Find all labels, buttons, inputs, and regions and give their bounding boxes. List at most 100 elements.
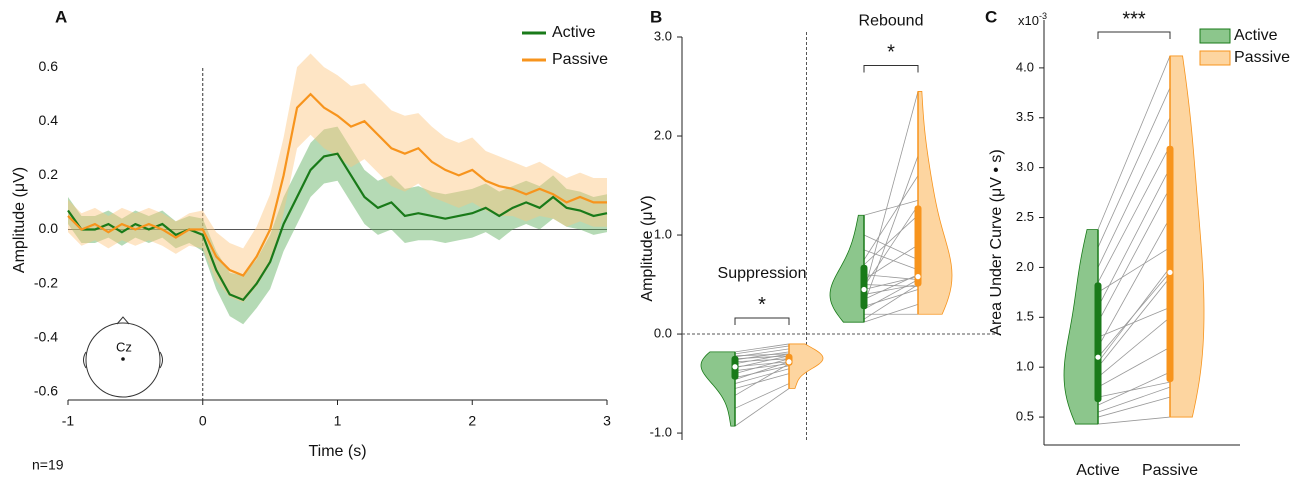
paired-line (1097, 247, 1171, 293)
y-axis-label: Amplitude (μV) (11, 167, 28, 273)
paired-line (863, 279, 919, 310)
scale-exponent: -3 (1039, 11, 1047, 21)
y-tick-label: 4.0 (1016, 59, 1034, 74)
y-tick-label: 0.5 (1016, 409, 1034, 424)
median (915, 274, 921, 280)
paired-line (734, 358, 790, 363)
violin (917, 91, 953, 315)
significance-label: * (887, 42, 895, 64)
y-tick-label: -0.4 (34, 328, 58, 344)
paired-line (1097, 117, 1171, 268)
box (1094, 282, 1102, 403)
y-tick-label: 0.2 (39, 166, 59, 182)
axis-scale: x10-3 (1018, 11, 1047, 28)
box (1166, 145, 1174, 383)
paired-line (863, 199, 919, 216)
significance-bracket (734, 317, 790, 325)
y-tick-label: 1.0 (654, 226, 672, 241)
paired-line (734, 368, 790, 384)
electrode-label: Cz (116, 339, 132, 354)
paired-line (863, 274, 919, 280)
paired-line (1097, 145, 1171, 283)
paired-line (734, 363, 790, 372)
violin (1063, 229, 1099, 425)
y-axis-label: Area Under Curve (μV • s) (988, 149, 1005, 335)
series-line (67, 92, 607, 277)
y-tick-label: 2.0 (1016, 259, 1034, 274)
paired-line (734, 353, 790, 357)
legend-label: Active (1234, 27, 1278, 44)
y-tick-label: 0.6 (39, 58, 59, 74)
y-tick-label: -0.6 (34, 383, 58, 399)
paired-line (863, 205, 919, 287)
y-tick-label: 2.5 (1016, 209, 1034, 224)
paired-line (863, 249, 919, 271)
ears (83, 351, 163, 369)
x-axis-label: Time (s) (308, 443, 366, 460)
paired-line (734, 363, 790, 396)
electrode-dot (121, 357, 125, 361)
paired-line (863, 303, 919, 323)
paired-line (863, 284, 919, 287)
median (732, 364, 738, 370)
y-tick-label: 0.4 (39, 112, 59, 128)
median (786, 359, 792, 365)
paired-line (1097, 217, 1171, 348)
error-band (68, 126, 607, 325)
violin (829, 214, 865, 323)
paired-line (863, 155, 919, 305)
paired-line (863, 234, 919, 261)
x-tick-label: Active (1076, 462, 1120, 479)
paired-line (734, 358, 790, 375)
paired-line (734, 383, 790, 409)
y-tick-label: 3.5 (1016, 109, 1034, 124)
paired-line (863, 214, 919, 266)
legend-swatch (1199, 50, 1231, 66)
paired-line (1097, 272, 1171, 358)
y-axis-label: Amplitude (μV) (639, 195, 656, 301)
paired-line (734, 355, 790, 360)
x-tick-label: 2 (468, 413, 476, 429)
paired-line (734, 345, 790, 355)
significance-bracket (863, 64, 919, 73)
paired-line (1097, 416, 1171, 425)
paired-line (734, 365, 790, 379)
legend-label: Passive (1234, 49, 1290, 66)
y-tick-label: 3.0 (654, 28, 672, 43)
paired-line (1097, 167, 1171, 308)
paired-line (1097, 316, 1171, 378)
paired-line (734, 343, 790, 353)
scale-base: x10 (1018, 13, 1039, 28)
y-tick-label: 0.0 (654, 325, 672, 340)
median (1167, 269, 1173, 276)
x-tick-label: 3 (603, 413, 611, 429)
paired-line (1097, 187, 1171, 323)
significance-label: * (758, 294, 766, 316)
head (85, 322, 161, 398)
y-tick-label: 3.0 (1016, 159, 1034, 174)
x-tick-label: 0 (199, 413, 207, 429)
panel-letter: A (55, 7, 67, 26)
group-label: Suppression (718, 265, 807, 282)
box (914, 205, 922, 287)
error-band (68, 53, 607, 303)
paired-line (734, 361, 790, 368)
paired-line (863, 175, 919, 261)
legend-label: Active (552, 24, 596, 41)
paired-line (1097, 346, 1171, 388)
violin (1169, 55, 1205, 418)
panel-letter: B (650, 7, 662, 26)
paired-line (863, 289, 919, 307)
head-icon (83, 316, 163, 398)
paired-line (734, 388, 790, 427)
y-tick-label: 2.0 (654, 127, 672, 142)
y-tick-label: 1.5 (1016, 309, 1034, 324)
violin (788, 343, 824, 389)
note: n=19 (32, 457, 64, 473)
significance-bracket (1097, 31, 1171, 39)
paired-line (863, 244, 919, 280)
y-tick-label: 0.0 (39, 220, 59, 236)
x-tick-label: -1 (62, 413, 75, 429)
paired-line (734, 353, 790, 365)
